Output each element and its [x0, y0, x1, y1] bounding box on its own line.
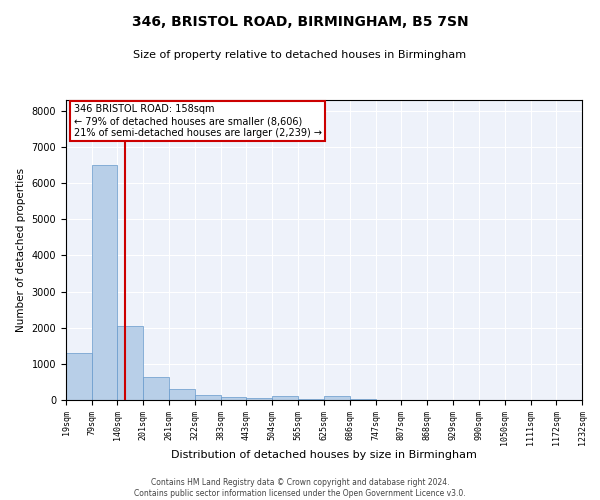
Bar	[92, 165, 118, 400]
Text: 346 BRISTOL ROAD: 158sqm
← 79% of detached houses are smaller (8,606)
21% of sem: 346 BRISTOL ROAD: 158sqm ← 79% of detach…	[74, 104, 322, 138]
Text: Size of property relative to detached houses in Birmingham: Size of property relative to detached ho…	[133, 50, 467, 60]
Bar	[221, 397, 247, 400]
Bar	[66, 353, 92, 400]
X-axis label: Distribution of detached houses by size in Birmingham: Distribution of detached houses by size …	[171, 450, 477, 460]
Bar	[143, 376, 169, 400]
Bar	[169, 390, 195, 400]
Bar	[324, 396, 350, 400]
Bar	[272, 396, 298, 400]
Bar	[247, 398, 272, 400]
Text: 346, BRISTOL ROAD, BIRMINGHAM, B5 7SN: 346, BRISTOL ROAD, BIRMINGHAM, B5 7SN	[131, 15, 469, 29]
Bar	[118, 326, 143, 400]
Y-axis label: Number of detached properties: Number of detached properties	[16, 168, 26, 332]
Bar	[298, 399, 324, 400]
Bar	[195, 396, 221, 400]
Text: Contains HM Land Registry data © Crown copyright and database right 2024.
Contai: Contains HM Land Registry data © Crown c…	[134, 478, 466, 498]
